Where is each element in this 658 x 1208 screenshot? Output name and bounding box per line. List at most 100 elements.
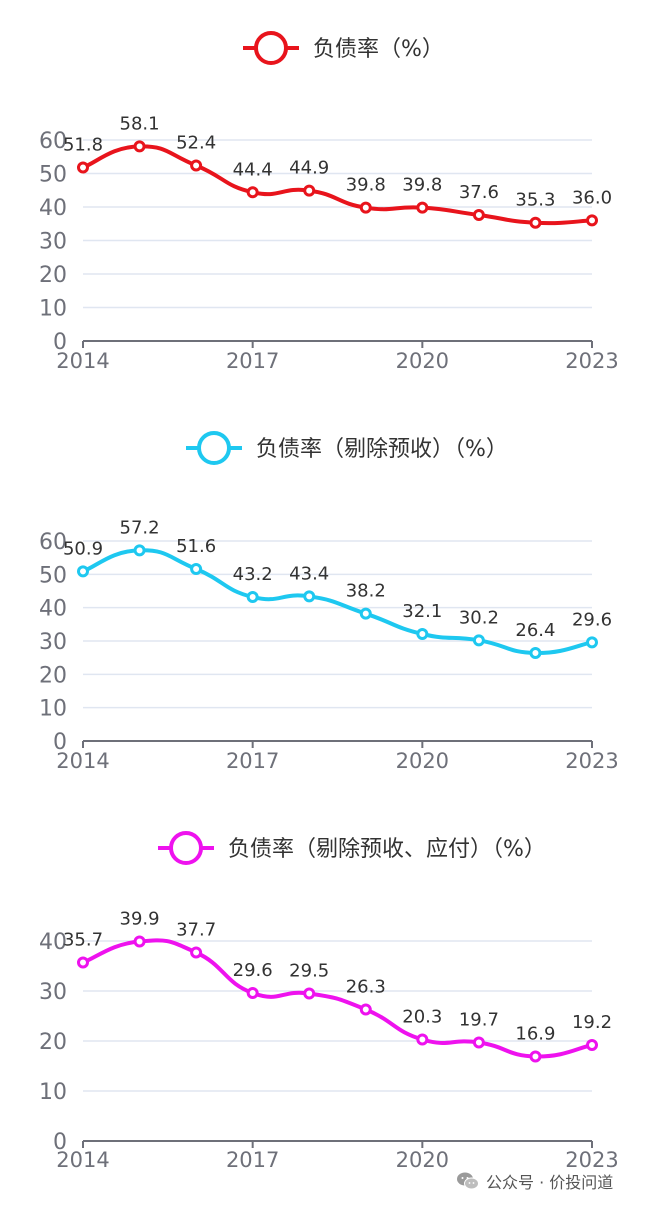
series-line — [82, 548, 593, 656]
x-tick-label: 2014 — [56, 1148, 109, 1172]
x-tick-label: 2017 — [226, 749, 279, 773]
y-tick-label: 0 — [53, 330, 67, 355]
data-point — [190, 946, 203, 959]
legend-circle-icon — [254, 31, 288, 65]
data-point — [77, 565, 89, 578]
data-point — [586, 214, 598, 227]
x-tick-label: 2020 — [396, 1148, 449, 1172]
data-label: 16.9 — [515, 1024, 555, 1045]
data-label: 35.3 — [515, 190, 555, 211]
data-point — [246, 987, 259, 999]
data-point — [472, 209, 485, 222]
data-label: 44.4 — [233, 159, 273, 180]
data-point — [190, 563, 203, 575]
data-point — [359, 201, 372, 214]
y-tick-label: 40 — [39, 196, 67, 221]
data-label: 26.3 — [346, 977, 386, 998]
chart-1: 负债率（%） 0 10 20 30 40 50 60 2014 2017 2020 2023 51.8 5… — [39, 31, 619, 373]
data-label: 37.6 — [459, 182, 499, 203]
data-label: 29.6 — [572, 609, 612, 630]
data-point — [303, 987, 316, 1000]
x-tick-label: 2023 — [565, 749, 618, 773]
data-point — [133, 544, 146, 557]
data-label: 36.0 — [572, 187, 612, 208]
legend-label: 负债率（剔除预收）（%） — [256, 437, 508, 462]
y-tick-label: 20 — [39, 663, 67, 688]
data-label: 20.3 — [402, 1007, 442, 1028]
data-point — [529, 1050, 542, 1063]
data-point — [77, 161, 89, 174]
data-point — [303, 184, 316, 197]
data-label: 57.2 — [120, 517, 160, 538]
legend-circle-icon — [197, 431, 231, 465]
series-line — [82, 144, 593, 226]
x-tick-label: 2020 — [396, 349, 449, 373]
data-label: 43.4 — [289, 563, 329, 584]
data-label: 52.4 — [176, 132, 216, 153]
data-point — [359, 1003, 372, 1016]
wechat-icon — [457, 1172, 479, 1190]
data-point — [529, 216, 542, 229]
data-label: 29.5 — [289, 961, 329, 982]
y-tick-label: 30 — [39, 230, 67, 255]
y-tick-label: 20 — [39, 1030, 67, 1055]
data-label: 51.6 — [176, 536, 216, 557]
data-point — [529, 647, 542, 659]
y-tick-label: 30 — [39, 980, 67, 1005]
data-label: 26.4 — [515, 620, 555, 641]
data-point — [416, 1033, 429, 1046]
data-label: 44.9 — [289, 158, 329, 179]
x-tick-label: 2014 — [56, 349, 109, 373]
data-point — [359, 607, 372, 620]
data-point — [133, 140, 146, 153]
y-tick-label: 60 — [39, 530, 67, 555]
data-point — [416, 628, 429, 640]
legend-circle-icon — [169, 831, 203, 865]
data-label: 39.8 — [346, 175, 386, 196]
data-point — [472, 1036, 485, 1049]
x-tick-label: 2020 — [396, 749, 449, 773]
data-point — [77, 956, 89, 969]
y-tick-label: 0 — [53, 730, 67, 755]
y-tick-label: 40 — [39, 930, 67, 955]
data-label: 38.2 — [346, 581, 386, 602]
data-label: 19.7 — [459, 1010, 499, 1031]
x-tick-label: 2023 — [565, 349, 618, 373]
data-point — [586, 636, 598, 649]
data-label: 51.8 — [63, 134, 103, 155]
watermark: 公众号 · 价投问道 — [456, 1166, 613, 1196]
y-tick-label: 20 — [39, 263, 67, 288]
y-tick-label: 10 — [39, 1080, 67, 1105]
data-point — [133, 935, 146, 948]
x-tick-label: 2017 — [226, 1148, 279, 1172]
y-tick-label: 30 — [39, 630, 67, 655]
data-label: 58.1 — [120, 113, 160, 134]
y-tick-label: 60 — [39, 129, 67, 154]
data-point — [303, 590, 316, 603]
legend-label: 负债率（%） — [313, 37, 444, 62]
data-label: 50.9 — [63, 538, 103, 559]
data-point — [246, 591, 259, 603]
data-label: 35.7 — [63, 930, 103, 951]
data-label: 32.1 — [402, 601, 442, 622]
legend-label: 负债率（剔除预收、应付）（%） — [228, 837, 546, 862]
x-tick-label: 2023 — [565, 1148, 618, 1172]
chart-2: 负债率（剔除预收）（%） 0 10 20 30 40 50 60 2014 2017 2020 202… — [39, 431, 619, 773]
watermark-text: 公众号 · 价投问道 — [486, 1173, 614, 1192]
y-tick-label: 50 — [39, 163, 67, 188]
y-tick-label: 0 — [53, 1130, 67, 1155]
series-line — [82, 938, 593, 1059]
data-label: 19.2 — [572, 1012, 612, 1033]
y-tick-label: 10 — [39, 697, 67, 722]
x-tick-label: 2017 — [226, 349, 279, 373]
data-label: 30.2 — [459, 607, 499, 628]
data-point — [586, 1039, 598, 1051]
y-tick-label: 50 — [39, 563, 67, 588]
y-tick-label: 10 — [39, 297, 67, 322]
data-point — [246, 186, 259, 199]
data-label: 29.6 — [233, 960, 273, 981]
data-label: 37.7 — [176, 920, 216, 941]
x-tick-label: 2014 — [56, 749, 109, 773]
y-tick-label: 40 — [39, 597, 67, 622]
